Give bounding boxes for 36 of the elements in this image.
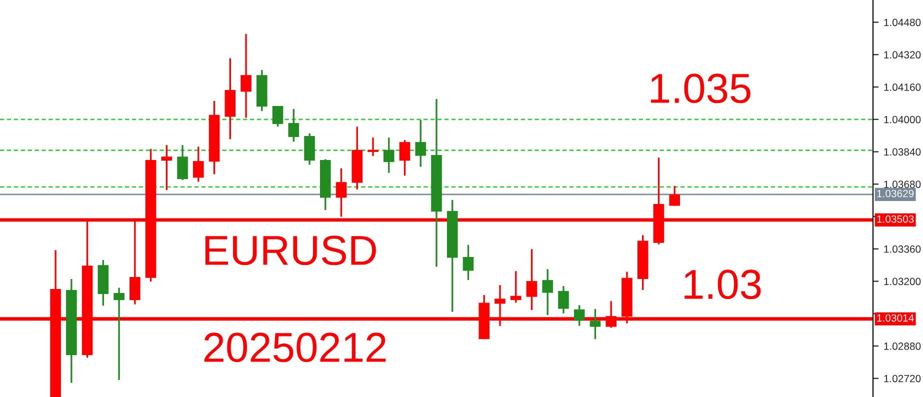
candlestick xyxy=(462,244,474,281)
y-tick-label: 1.02720 xyxy=(884,374,921,382)
candlestick xyxy=(669,185,680,207)
candlestick xyxy=(510,270,522,304)
candlestick xyxy=(288,108,300,142)
candlestick xyxy=(590,308,601,340)
candlestick xyxy=(114,286,124,381)
candlestick xyxy=(240,33,252,119)
y-tick-label: 1.04000 xyxy=(884,116,921,124)
candlestick xyxy=(399,139,410,176)
candlestick xyxy=(177,144,188,181)
candlestick xyxy=(368,136,378,157)
annotation: 20250212 xyxy=(204,332,386,362)
candlestick xyxy=(161,144,172,191)
annotation: 1.03 xyxy=(684,270,761,300)
y-tick-label: 1.04480 xyxy=(884,18,921,26)
y-tick-label: 1.04160 xyxy=(884,84,921,91)
candlestick xyxy=(193,146,204,183)
annotation: EURUSD xyxy=(205,236,376,266)
candlestick xyxy=(383,136,394,174)
y-tick-label: 1.03840 xyxy=(884,148,921,156)
annotation: 1.035 xyxy=(651,74,750,104)
y-tick-label: 1.02880 xyxy=(884,342,921,350)
candlestick xyxy=(415,119,426,168)
candlestick xyxy=(526,248,538,311)
candlestick xyxy=(574,304,585,327)
ref-line-label: 1.03503 xyxy=(877,215,914,223)
y-tick-label: 1.03200 xyxy=(884,278,921,286)
y-tick-label: 1.03360 xyxy=(884,245,921,253)
y-tick-label: 1.03680 xyxy=(884,180,921,188)
candlestick xyxy=(272,105,284,128)
ref-line-label: 1.03629 xyxy=(877,190,914,198)
y-tick-label: 1.04320 xyxy=(884,51,921,59)
ref-line-label: 1.03014 xyxy=(877,314,914,322)
candlestick xyxy=(542,268,554,316)
candlestick xyxy=(558,285,569,314)
